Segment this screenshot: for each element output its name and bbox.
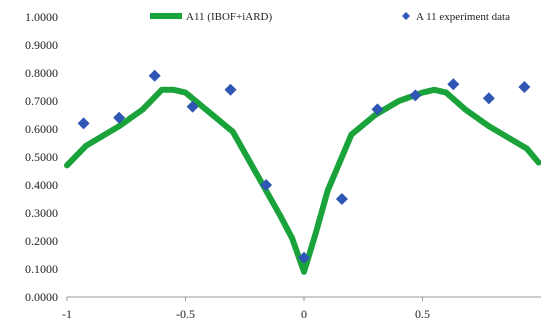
legend: A11 (IBOF+iARD) A 11 experiment data: [150, 11, 510, 23]
y-tick-label: 0.8000: [25, 66, 58, 80]
data-point: [518, 81, 531, 93]
data-point: [371, 103, 384, 116]
data-point: [298, 251, 310, 264]
data-point: [113, 111, 126, 124]
y-tick-label: 0.2000: [25, 234, 58, 248]
legend-label-marker-series: A 11 experiment data: [416, 11, 510, 23]
data-point: [409, 89, 422, 102]
data-point: [482, 92, 495, 105]
data-point: [224, 83, 237, 96]
y-tick-label: 0.9000: [25, 38, 58, 52]
data-point: [148, 69, 161, 82]
y-tick-label: 0.7000: [25, 94, 58, 108]
y-tick-label: 0.3000: [25, 206, 58, 220]
x-tick-label: -0.5: [176, 307, 195, 321]
y-tick-label: 0.0000: [25, 290, 58, 304]
y-tick-label: 0.1000: [25, 262, 58, 276]
series-line: [64, 86, 541, 275]
data-point: [260, 179, 273, 191]
data-point: [186, 100, 199, 113]
y-tick-label: 0.5000: [25, 150, 58, 164]
data-point: [335, 193, 348, 205]
plot-area: [64, 69, 541, 275]
x-axis: -1 -0.5 0 0.5: [62, 296, 541, 321]
x-tick-label: 0.5: [415, 307, 430, 321]
data-point: [77, 117, 90, 130]
legend-label-line-series: A11 (IBOF+iARD): [186, 11, 272, 23]
x-tick-label: -1: [62, 307, 72, 321]
data-point: [447, 78, 460, 91]
x-tick-label: 0: [301, 307, 307, 321]
legend-swatch-marker-series: [402, 12, 410, 20]
y-tick-label: 1.0000: [25, 10, 58, 24]
y-tick-label: 0.4000: [25, 178, 58, 192]
y-tick-label: 0.6000: [25, 122, 58, 136]
y-axis: 0.0000 0.1000 0.2000 0.3000 0.4000 0.5000 0.60…: [25, 10, 58, 304]
